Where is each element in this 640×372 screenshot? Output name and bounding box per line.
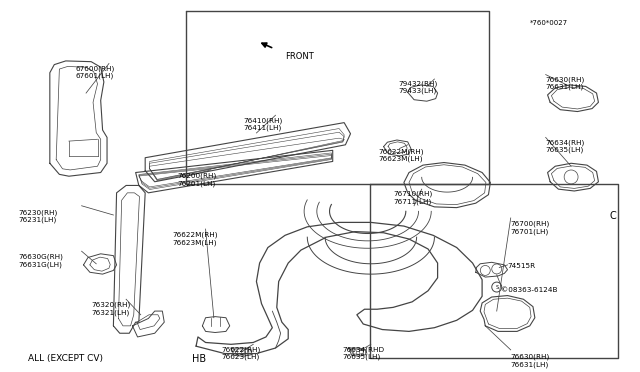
Text: 79432(RH)
79433(LH): 79432(RH) 79433(LH) bbox=[399, 80, 438, 94]
Text: 76200(RH)
76201(LH): 76200(RH) 76201(LH) bbox=[177, 173, 216, 186]
Text: S: S bbox=[495, 285, 499, 289]
Text: 76630G(RH)
76631G(LH): 76630G(RH) 76631G(LH) bbox=[18, 254, 63, 268]
Text: ©08363-6124B: ©08363-6124B bbox=[501, 287, 557, 293]
Text: 76622M(RH)
76623M(LH): 76622M(RH) 76623M(LH) bbox=[378, 148, 424, 163]
Text: 76230(RH)
76231(LH): 76230(RH) 76231(LH) bbox=[18, 209, 58, 224]
Text: C: C bbox=[609, 211, 616, 221]
Text: HB: HB bbox=[191, 353, 205, 363]
Text: 76700(RH)
76701(LH): 76700(RH) 76701(LH) bbox=[511, 221, 550, 235]
Text: 76622(RH)
76623(LH): 76622(RH) 76623(LH) bbox=[221, 346, 260, 360]
Text: 76410(RH)
76411(LH): 76410(RH) 76411(LH) bbox=[244, 117, 283, 131]
Text: 74515R: 74515R bbox=[508, 263, 536, 269]
Text: *760*0027: *760*0027 bbox=[530, 20, 568, 26]
Text: 76710(RH)
76711(LH): 76710(RH) 76711(LH) bbox=[393, 191, 433, 205]
Text: FRONT: FRONT bbox=[285, 52, 314, 61]
Text: 76634(RH)
76635(LH): 76634(RH) 76635(LH) bbox=[546, 139, 585, 153]
Text: 76320(RH)
76321(LH): 76320(RH) 76321(LH) bbox=[91, 302, 131, 316]
Text: 76634(RHD
76635(LH): 76634(RHD 76635(LH) bbox=[342, 346, 385, 360]
Text: 76630(RH)
76631(LH): 76630(RH) 76631(LH) bbox=[511, 353, 550, 368]
Text: 67600(RH)
67601(LH): 67600(RH) 67601(LH) bbox=[76, 65, 115, 79]
Text: 76622M(RH)
76623M(LH): 76622M(RH) 76623M(LH) bbox=[173, 232, 218, 246]
Text: 76630(RH)
76631(LH): 76630(RH) 76631(LH) bbox=[546, 76, 585, 90]
Text: ALL (EXCEPT CV): ALL (EXCEPT CV) bbox=[28, 353, 102, 363]
